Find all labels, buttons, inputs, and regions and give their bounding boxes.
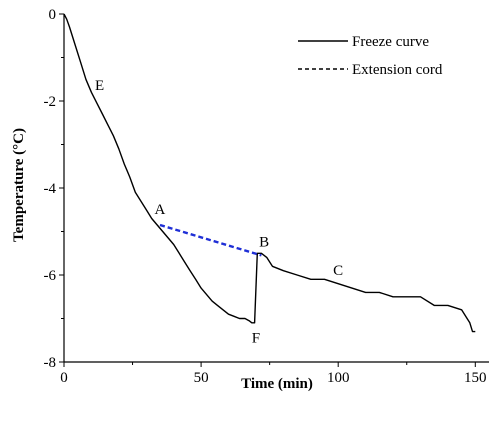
x-tick-label: 150	[464, 370, 487, 386]
y-tick-label: -2	[44, 94, 57, 110]
legend-label-extension-cord: Extension cord	[352, 62, 443, 78]
axes: 0 50 100 150 0 -2 -4 -6 -8	[44, 7, 489, 386]
legend-label-freeze-curve: Freeze curve	[352, 34, 429, 50]
point-label-e: E	[95, 78, 104, 94]
point-label-f: F	[252, 330, 260, 346]
x-tick-label: 100	[327, 370, 350, 386]
x-tick-label: 50	[194, 370, 209, 386]
series-line-freeze-curve	[63, 13, 476, 333]
y-tick-label: -4	[44, 181, 57, 197]
point-label-c: C	[333, 263, 343, 279]
x-axis-title: Time (min)	[241, 376, 313, 392]
plot-area: E A B C F	[63, 13, 476, 346]
y-tick-label: 0	[49, 7, 57, 23]
y-axis-title: Temperature (°C)	[11, 128, 27, 242]
point-label-a: A	[155, 202, 166, 218]
legend: Freeze curve Extension cord	[298, 34, 443, 78]
point-label-b: B	[259, 235, 269, 251]
y-tick-label: -8	[44, 355, 57, 371]
x-tick-label: 0	[60, 370, 68, 386]
y-tick-label: -6	[44, 268, 57, 284]
series-line-extension-cord	[159, 223, 262, 257]
